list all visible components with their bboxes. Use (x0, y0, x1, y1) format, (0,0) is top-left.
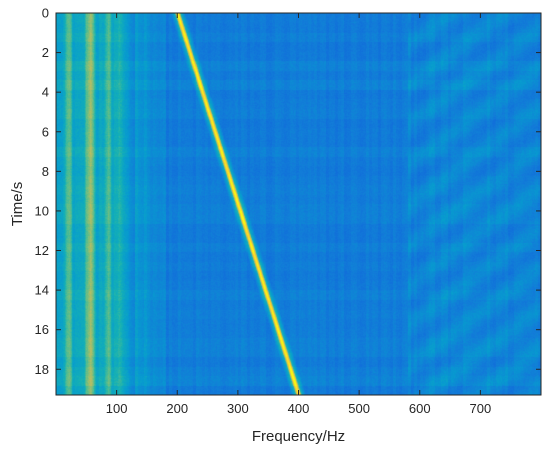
y-tick-label: 10 (35, 203, 49, 218)
x-axis-title: Frequency/Hz (252, 428, 345, 445)
x-tick-label: 100 (106, 401, 128, 416)
x-tick-label: 200 (166, 401, 188, 416)
y-tick-label: 4 (42, 85, 49, 100)
y-tick-label: 14 (35, 283, 49, 298)
x-tick-label: 500 (348, 401, 370, 416)
plot-area: 100 200 300 400 500 600 700 0 2 4 6 8 10 12 14 16 18 (35, 6, 542, 416)
y-tick-label: 0 (42, 6, 49, 21)
x-tick-label: 700 (470, 401, 492, 416)
y-axis-title: Time/s (9, 182, 26, 226)
x-tick-label: 400 (288, 401, 310, 416)
y-tick-label: 16 (35, 322, 49, 337)
x-tick-label: 600 (409, 401, 431, 416)
y-tick-label: 12 (35, 243, 49, 258)
x-tick-label: 300 (227, 401, 249, 416)
y-tick-label: 2 (42, 45, 49, 60)
x-axis: 100 200 300 400 500 600 700 (106, 13, 491, 416)
y-tick-label: 6 (42, 124, 49, 139)
heatmap (56, 13, 541, 395)
y-axis: 0 2 4 6 8 10 12 14 16 18 (35, 6, 541, 377)
spectrogram-image (56, 13, 541, 395)
y-tick-label: 18 (35, 362, 49, 377)
y-tick-label: 8 (42, 164, 49, 179)
